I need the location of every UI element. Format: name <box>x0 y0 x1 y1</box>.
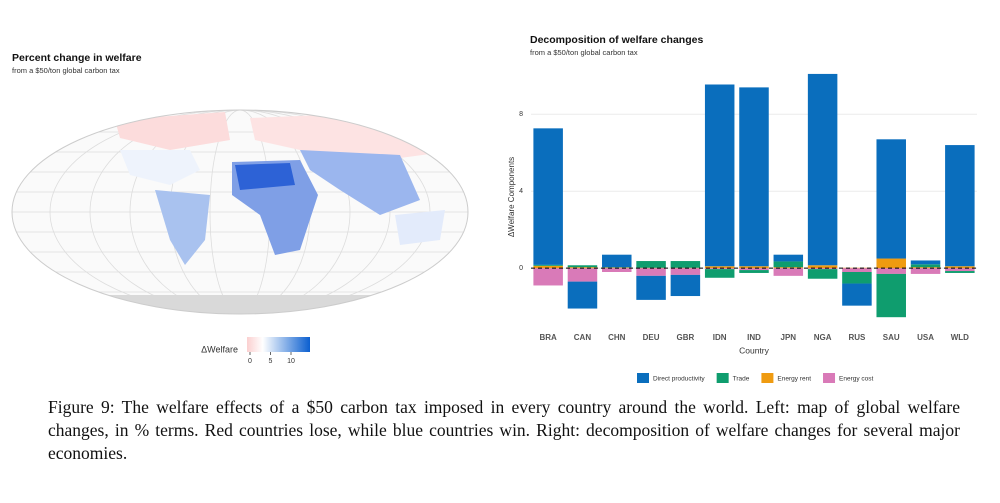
x-tick-label: NGA <box>814 333 832 342</box>
bar-segment <box>807 268 838 270</box>
bar-segment <box>567 265 598 268</box>
bar-segment <box>602 268 632 272</box>
bar-segment <box>739 87 769 267</box>
bar-segment <box>533 264 563 266</box>
color-bar-tick-label: 0 <box>248 358 252 365</box>
bar-segment <box>739 266 769 269</box>
bar-segment <box>533 265 563 269</box>
map-outline <box>11 109 469 315</box>
bar-segment <box>602 254 632 268</box>
bar-segment <box>704 268 735 270</box>
bar-segment <box>567 268 598 282</box>
bar-segment <box>842 283 872 306</box>
legend-label: Direct productivity <box>653 376 705 383</box>
bar-segment <box>807 265 838 269</box>
world-map <box>12 110 468 314</box>
color-bar-tick-label: 10 <box>287 358 295 365</box>
bar-segment <box>842 268 872 272</box>
x-tick-label: BRA <box>539 333 557 342</box>
bar-segment <box>945 266 975 269</box>
y-tick-label: 0 <box>519 265 523 272</box>
bar-segment <box>704 266 735 269</box>
bar-segment <box>807 269 838 279</box>
figure: Percent change in welfare from a $50/ton… <box>11 34 977 383</box>
bar-segment <box>945 268 975 272</box>
x-tick-label: JPN <box>781 333 797 342</box>
color-bar <box>247 337 310 352</box>
bar-segment <box>670 268 701 275</box>
legend-title: ΔWelfare <box>201 344 238 354</box>
legend-swatch <box>716 373 729 383</box>
y-tick-label: 8 <box>519 111 523 118</box>
bar-segment <box>910 260 941 265</box>
x-tick-label: CHN <box>608 333 626 342</box>
x-tick-label: RUS <box>848 333 866 342</box>
bar-segment <box>773 254 804 262</box>
bar-segment <box>773 267 804 269</box>
bar-segment <box>533 128 563 265</box>
bar-segment <box>876 273 906 318</box>
x-axis-label: Country <box>739 345 770 355</box>
bar-segment <box>636 275 666 300</box>
bar-segment <box>807 73 838 266</box>
bar-segment <box>739 268 769 271</box>
bar-segment <box>910 264 941 268</box>
y-tick-label: 4 <box>519 188 523 195</box>
chart-subtitle: from a $50/ton global carbon tax <box>530 48 638 57</box>
color-bar-tick-label: 5 <box>269 358 273 365</box>
x-tick-label: IDN <box>713 333 727 342</box>
legend-label: Energy cost <box>839 376 874 383</box>
x-tick-label: GBR <box>676 333 694 342</box>
y-axis-label: ΔWelfare Components <box>507 157 516 237</box>
bar-segment <box>670 261 701 268</box>
map-subtitle: from a $50/ton global carbon tax <box>12 66 120 75</box>
bar-segment <box>910 268 941 274</box>
color-bar-ticks: 0 5 10 <box>248 352 295 365</box>
bar-segment <box>773 268 804 276</box>
x-tick-label: DEU <box>643 333 660 342</box>
bar-segment <box>945 271 975 273</box>
legend-swatch <box>761 373 774 383</box>
x-tick-label: IND <box>747 333 761 342</box>
bar-segment <box>842 272 872 284</box>
legend-label: Energy rent <box>777 376 811 383</box>
chart-title: Decomposition of welfare changes <box>530 34 703 46</box>
legend-swatch <box>637 373 649 383</box>
bar-segment <box>876 268 906 274</box>
bar-segment <box>636 268 666 276</box>
bar-segment <box>876 139 906 259</box>
x-tick-label: WLD <box>951 333 969 342</box>
legend-swatch <box>823 373 836 383</box>
x-tick-label: SAU <box>883 333 900 342</box>
bar-segment <box>739 270 769 273</box>
caption: Figure 9: The welfare effects of a $50 c… <box>48 397 960 463</box>
bar-segment <box>670 274 701 297</box>
bar-segment <box>704 84 735 267</box>
x-tick-label: USA <box>917 333 934 342</box>
legend-label: Trade <box>733 376 750 383</box>
bar-segment <box>567 281 598 309</box>
map-title: Percent change in welfare <box>12 52 142 64</box>
x-tick-label: CAN <box>574 333 592 342</box>
bar-segment <box>773 261 804 268</box>
bar-segment <box>945 145 975 267</box>
bar-segment <box>876 258 906 269</box>
bar-segment <box>636 261 666 268</box>
bar-segment <box>533 268 563 286</box>
bar-segment <box>704 269 735 278</box>
